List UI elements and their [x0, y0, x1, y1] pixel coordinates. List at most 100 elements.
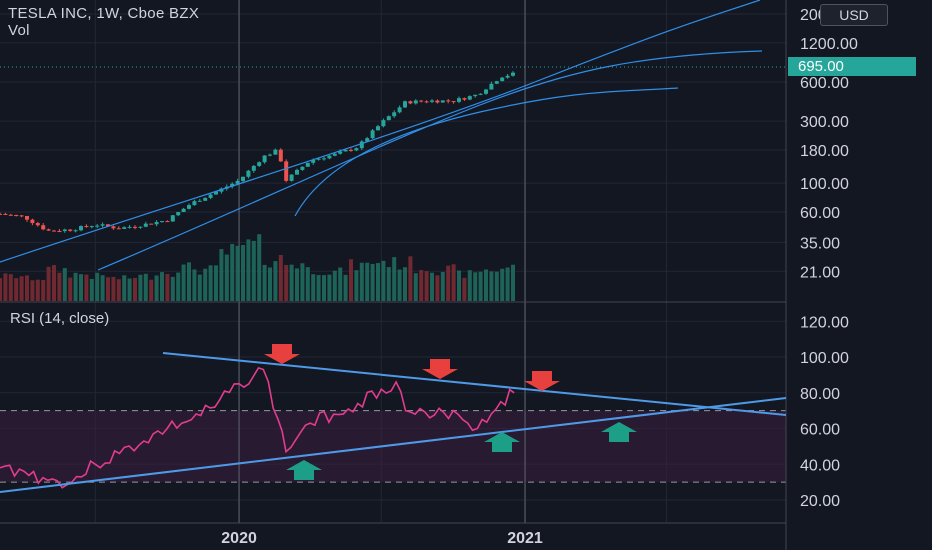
- volume-bar: [311, 274, 316, 301]
- time-tick-label: 2020: [221, 530, 257, 547]
- candle-body: [106, 224, 110, 227]
- candle-body: [300, 166, 305, 170]
- price-tick-label: 100.00: [800, 176, 849, 193]
- arrow-annotations[interactable]: [264, 344, 637, 480]
- volume-bar: [3, 273, 8, 301]
- down-arrow-icon: [422, 359, 458, 379]
- rsi-tick-label: 80.00: [800, 386, 840, 403]
- rsi-tick-label: 100.00: [800, 350, 849, 367]
- price-tick-label: 1200.00: [800, 36, 858, 53]
- candle-body: [386, 116, 391, 121]
- last-price-badge: 695.00: [788, 57, 916, 76]
- price-tick-label: 300.00: [800, 114, 849, 131]
- volume-bar: [338, 267, 343, 301]
- volume-bar: [295, 268, 299, 301]
- candle-body: [484, 89, 488, 94]
- candle-body: [332, 153, 337, 156]
- volume-bar: [0, 278, 2, 301]
- volume-bar: [224, 254, 229, 301]
- candle-body: [257, 162, 262, 166]
- candle-body: [176, 212, 181, 216]
- candle-body: [214, 191, 218, 195]
- candle-body: [192, 201, 197, 206]
- volume-bar: [41, 279, 46, 301]
- candle-body: [467, 96, 472, 100]
- volume-bar: [322, 275, 326, 301]
- rsi-line: [0, 366, 515, 489]
- price-tick-label: 35.00: [800, 235, 840, 252]
- volume-bar: [154, 275, 159, 301]
- candle-body: [19, 215, 24, 217]
- candle-body: [462, 98, 467, 100]
- volume-bar: [25, 275, 29, 301]
- trend-channels[interactable]: [0, 0, 763, 271]
- candle-body: [68, 229, 73, 231]
- currency-button[interactable]: USD: [820, 4, 888, 26]
- candle-body: [116, 228, 121, 230]
- rsi-panel-title: RSI (14, close): [10, 310, 109, 327]
- time-tick-label: 2021: [507, 530, 543, 547]
- volume-bar: [376, 263, 380, 301]
- candle-body: [359, 141, 364, 149]
- candle-body: [8, 214, 13, 216]
- candle-body: [203, 197, 208, 201]
- volume-bar: [219, 249, 224, 301]
- down-arrow-icon: [264, 344, 300, 364]
- volume-bar: [181, 264, 186, 301]
- candle-body: [197, 200, 202, 202]
- price-tick-label: 180.00: [800, 143, 849, 160]
- volume-bar: [484, 269, 488, 301]
- rsi-tick-label: 20.00: [800, 493, 840, 510]
- candle-body: [208, 194, 213, 198]
- rsi-curve: [0, 366, 515, 489]
- volume-bar: [413, 273, 418, 301]
- candle-body: [187, 205, 191, 209]
- volume-bar: [79, 274, 83, 301]
- volume-bar: [197, 274, 202, 301]
- volume-bar: [241, 245, 245, 301]
- candle-body: [311, 159, 316, 163]
- volume-bar: [284, 264, 289, 301]
- volume-bar: [489, 271, 494, 301]
- candle-body: [435, 100, 440, 103]
- price-tick-label: 21.00: [800, 264, 840, 281]
- volume-bar: [386, 267, 391, 301]
- candle-body: [100, 224, 105, 226]
- volume-bar: [46, 266, 51, 301]
- candle-body: [440, 100, 445, 103]
- candle-body: [41, 225, 46, 230]
- volume-bar: [424, 271, 429, 301]
- volume-bar: [19, 276, 24, 301]
- volume-bar: [511, 264, 515, 301]
- volume-bar: [230, 244, 235, 301]
- volume-bar: [451, 264, 456, 301]
- candle-body: [278, 149, 283, 162]
- volume-bar: [262, 264, 267, 301]
- time-axis-ticks: 2020 2021: [221, 530, 543, 547]
- candle-body: [370, 130, 375, 139]
- up-arrow-icon: [601, 422, 637, 442]
- volume-bar: [268, 267, 272, 301]
- volume-bar: [473, 272, 478, 301]
- volume-bar: [397, 269, 402, 301]
- rsi-axis-ticks: 120.00 100.00 80.00 60.00 40.00 20.00: [800, 314, 849, 510]
- volume-bar: [305, 267, 310, 301]
- candle-body: [365, 138, 370, 142]
- candle-body: [305, 162, 310, 167]
- volume-bar: [408, 256, 413, 301]
- candle-body: [413, 100, 418, 104]
- candle-body: [3, 213, 8, 215]
- volume-label: Vol: [8, 22, 30, 39]
- rsi-trendlines[interactable]: [0, 352, 787, 493]
- volume-bar: [149, 279, 154, 301]
- candle-body: [424, 101, 429, 103]
- price-tick-label: 60.00: [800, 205, 840, 222]
- volume-bar: [62, 268, 67, 301]
- volume-bar: [505, 267, 510, 301]
- candle-body: [138, 226, 143, 228]
- volume-bar: [289, 264, 294, 301]
- candle-body: [354, 148, 359, 151]
- candle-body: [62, 229, 67, 232]
- volume-bar: [143, 273, 148, 301]
